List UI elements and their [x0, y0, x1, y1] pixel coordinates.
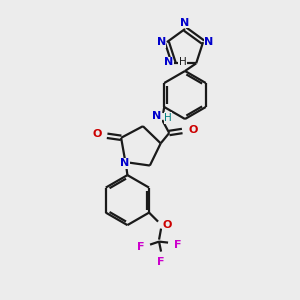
Text: H: H	[179, 57, 187, 68]
Text: O: O	[93, 129, 102, 139]
Text: N: N	[120, 158, 129, 168]
Text: O: O	[162, 220, 171, 230]
Text: F: F	[136, 242, 144, 252]
Text: N: N	[152, 111, 161, 121]
Text: N: N	[204, 37, 213, 47]
Text: F: F	[174, 240, 182, 250]
Text: N: N	[164, 57, 173, 68]
Text: N: N	[180, 17, 190, 28]
Text: N: N	[157, 37, 166, 47]
Text: H: H	[164, 113, 172, 123]
Text: O: O	[188, 125, 198, 135]
Text: F: F	[157, 256, 165, 267]
